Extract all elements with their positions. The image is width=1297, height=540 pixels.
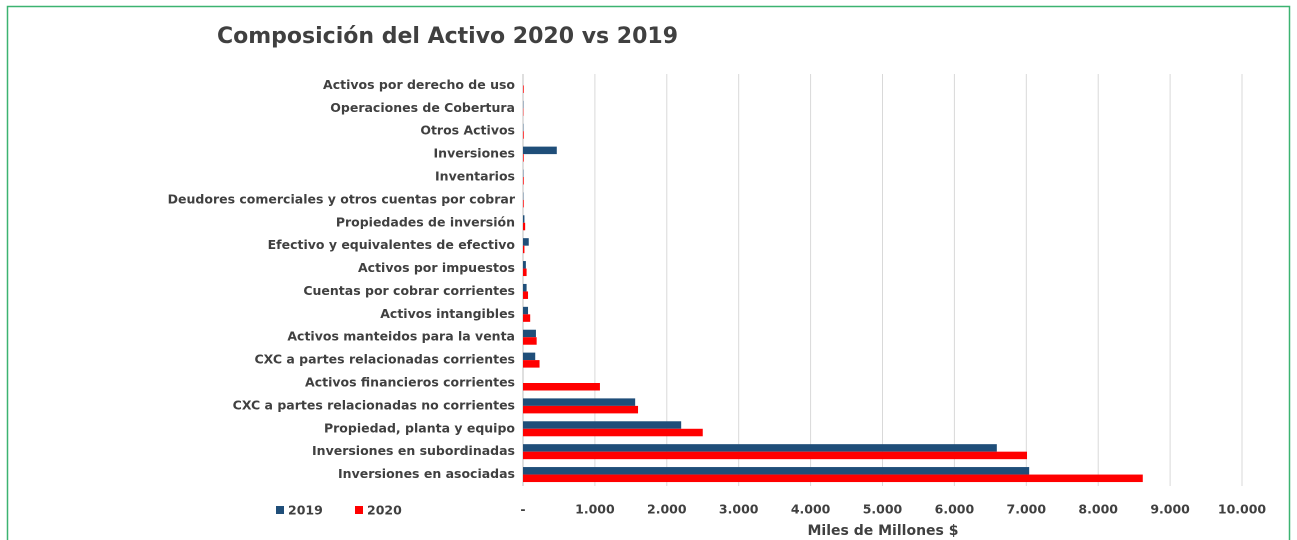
y-tick-label: Inversiones [434,146,515,161]
y-tick-label: CXC a partes relacionadas corrientes [254,352,515,367]
y-tick-label: Cuentas por cobrar corrientes [303,283,515,298]
y-tick-label: Activos manteidos para la venta [287,329,515,344]
bar [523,131,524,139]
chart-title: Composición del Activo 2020 vs 2019 [217,24,678,49]
x-tick-label: 1.000 [575,502,615,517]
y-tick-label: Activos financieros corrientes [305,375,515,390]
bar [523,421,682,429]
bar [523,329,536,338]
bar [523,154,524,162]
y-tick-label: Efectivo y equivalentes de efectivo [268,237,516,252]
y-tick-label: Propiedad, planta y equipo [324,420,515,435]
bar [523,291,529,299]
bar [523,146,557,155]
x-tick-label: 8.000 [1078,502,1118,517]
x-axis-title: Miles de Millones $ [808,523,959,539]
bar [523,383,600,391]
y-tick-label: Inventarios [435,169,515,184]
y-tick-label: Deudores comerciales y otros cuentas por… [168,191,516,206]
bar [523,245,525,254]
legend-swatch [355,506,363,514]
y-tick-label: Inversiones en subordinadas [312,443,515,458]
x-tick-label: 6.000 [935,502,975,517]
bar [523,222,526,231]
x-tick-label: 10.000 [1218,502,1267,517]
bar [523,199,524,208]
bar [523,352,536,361]
x-tick-label: 5.000 [863,502,903,517]
x-tick-label: 4.000 [791,502,831,517]
bar [523,451,1028,460]
legend-label: 2019 [288,503,323,518]
x-tick-label: 3.000 [719,502,759,517]
bar [523,444,997,452]
legend-label: 2020 [367,503,402,518]
bar [523,261,526,269]
bar [523,405,639,414]
bar [523,238,529,246]
frame [6,5,1291,540]
bar [523,360,540,368]
bar [523,177,524,185]
legend-swatch [276,506,284,514]
bar [523,428,703,437]
bar [523,337,537,345]
y-tick-label: CXC a partes relacionadas no corrientes [233,397,515,412]
bar [523,398,636,406]
bar [523,306,529,315]
y-tick-label: Otros Activos [420,123,515,138]
y-tick-label: Propiedades de inversión [336,214,515,229]
bar [523,467,1030,475]
x-tick-label: 7.000 [1007,502,1047,517]
x-tick-label: - [520,502,525,517]
bar [523,283,527,292]
y-tick-label: Activos intangibles [380,306,515,321]
y-tick-label: Operaciones de Cobertura [330,100,515,115]
bar [523,474,1143,483]
y-tick-label: Inversiones en asociadas [338,466,515,481]
y-tick-label: Activos por impuestos [358,260,515,275]
x-tick-label: 9.000 [1150,502,1190,517]
x-tick-label: 2.000 [647,502,687,517]
bar [523,215,525,223]
bar [523,268,527,277]
bar [523,85,524,93]
bar [523,314,531,322]
y-tick-label: Activos por derecho de uso [323,77,515,92]
